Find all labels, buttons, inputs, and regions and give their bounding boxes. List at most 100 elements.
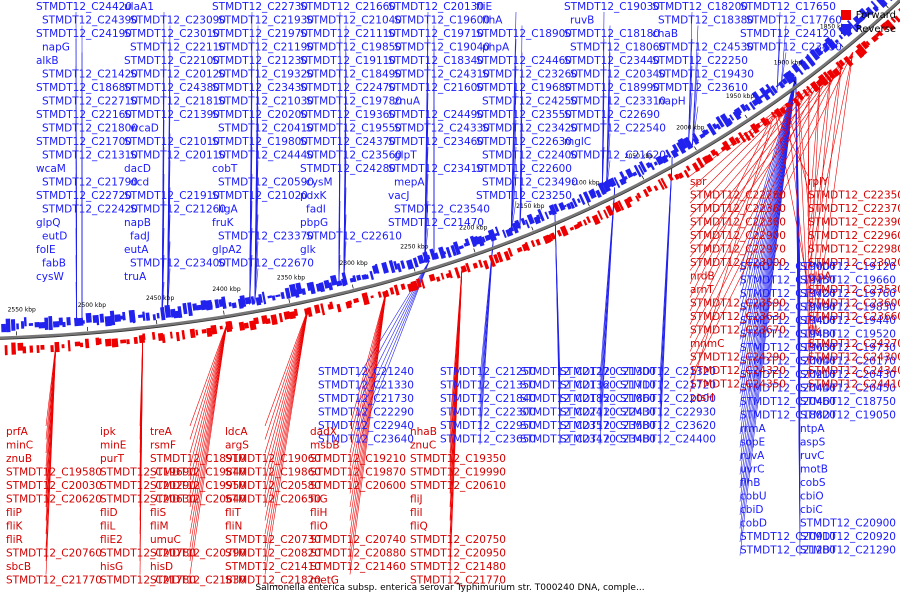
- forward-gene: [22, 346, 27, 354]
- reverse-gene: [865, 6, 874, 16]
- forward-gene: [516, 246, 523, 253]
- gene-label: STMDT12_C18900: [476, 28, 572, 40]
- gene-label: STMDT12_C20790: [150, 548, 246, 560]
- label-connector: [739, 76, 797, 381]
- gene-label: STMDT12_C21790: [42, 177, 138, 189]
- gene-label: STMDT12_C22540: [570, 123, 666, 135]
- gene-label: STMDT12_C21600: [388, 82, 484, 94]
- label-connector: [688, 65, 693, 148]
- label-connector: [774, 111, 809, 285]
- forward-gene: [67, 340, 71, 352]
- gene-label: STMDT12_C22110: [130, 42, 226, 54]
- forward-gene: [336, 303, 342, 313]
- gene-label: STMDT12_C20610: [410, 480, 506, 492]
- gene-label: STMDT12_C23530: [808, 284, 900, 296]
- label-connector: [264, 309, 309, 548]
- tick-label: 2150 kbp: [516, 203, 544, 210]
- forward-gene: [347, 300, 353, 306]
- gene-label: STMDT12_C22630: [476, 136, 572, 148]
- reverse-gene: [472, 235, 480, 246]
- gene-label: STMDT12_C19630: [740, 342, 836, 354]
- reverse-gene: [511, 222, 519, 234]
- tick-label: 2450 kbp: [146, 295, 174, 302]
- reverse-gene: [544, 211, 550, 220]
- label-connector: [349, 290, 387, 440]
- reverse-gene: [814, 46, 824, 57]
- reverse-gene: [706, 122, 717, 136]
- reverse-gene: [464, 238, 471, 247]
- reverse-gene: [5, 318, 11, 333]
- label-connector: [264, 309, 309, 440]
- gene-label: STMDT12_C18910: [150, 453, 246, 465]
- reverse-gene: [597, 182, 607, 196]
- gene-label: STMDT12_C21480: [410, 561, 506, 573]
- reverse-gene: [508, 226, 515, 233]
- gene-label: STMDT12_C19480: [740, 329, 836, 341]
- forward-gene: [547, 234, 553, 242]
- label-connector: [692, 52, 699, 146]
- forward-gene: [253, 317, 260, 325]
- gene-label: STMDT12_C21810: [130, 96, 226, 108]
- gene-label: STMDT12_C22360: [690, 203, 786, 215]
- forward-gene: [29, 345, 34, 353]
- gene-label: STMDT12_C18750: [800, 396, 896, 408]
- gene-label: STMDT12_C21730: [318, 393, 414, 405]
- gene-label: glpQ: [36, 217, 61, 229]
- forward-gene: [871, 34, 879, 43]
- reverse-gene: [715, 116, 725, 128]
- gene-label: eutD: [42, 231, 67, 243]
- label-connector: [739, 76, 797, 313]
- reverse-gene: [804, 54, 816, 67]
- reverse-gene: [793, 62, 804, 76]
- reverse-gene: [445, 246, 452, 258]
- gene-label: dadX: [310, 426, 337, 438]
- forward-gene: [496, 251, 504, 263]
- reverse-gene: [34, 321, 40, 328]
- reverse-gene: [623, 175, 628, 181]
- label-connector: [264, 309, 309, 454]
- forward-gene: [189, 328, 196, 339]
- gene-label: dcd: [130, 177, 149, 189]
- gene-label: STMDT12_C21660: [300, 1, 396, 13]
- gene-label: fliM: [150, 521, 169, 533]
- forward-gene: [460, 265, 468, 273]
- gene-label: STMDT12_C23460: [388, 136, 484, 148]
- reverse-gene: [192, 303, 198, 311]
- reverse-gene: [369, 270, 375, 281]
- gene-label: rrmA: [740, 423, 766, 435]
- forward-gene: [524, 241, 531, 251]
- gene-label: STMDT12_C19760: [800, 288, 896, 300]
- gene-label: STMDT12_C21310: [42, 150, 138, 162]
- tick-label: 2500 kbp: [78, 302, 106, 309]
- gene-label: fliK: [6, 521, 24, 533]
- forward-gene: [760, 117, 769, 127]
- gene-label: STMDT12_C23400: [130, 258, 226, 270]
- label-connector: [599, 187, 616, 445]
- label-connector: [264, 309, 309, 535]
- forward-gene: [542, 234, 552, 245]
- gene-label: STMDT12_C24250: [482, 96, 578, 108]
- label-connector: [510, 173, 517, 233]
- forward-gene: [642, 188, 650, 198]
- gene-label: STMDT12_C21720: [620, 380, 716, 392]
- reverse-gene: [28, 323, 34, 327]
- gene-label: STMDT12_C20120: [130, 69, 226, 81]
- gene-label: STMDT12_C19790: [740, 302, 836, 314]
- gene-label: STMDT12_C19350: [410, 453, 506, 465]
- gene-label: hisG: [100, 561, 123, 573]
- gene-label: argS: [225, 440, 249, 452]
- forward-gene: [750, 123, 760, 134]
- gene-label: dacD: [124, 163, 151, 175]
- reverse-gene: [872, 5, 879, 13]
- gene-label: STMDT12_C24120: [740, 28, 836, 40]
- gene-label: STMDT12_C19520: [800, 329, 896, 341]
- reverse-gene: [23, 317, 27, 327]
- reverse-gene: [782, 71, 794, 85]
- gene-label: napH: [658, 96, 686, 108]
- gene-label: folE: [36, 244, 56, 256]
- forward-gene: [617, 200, 625, 211]
- gene-label: STMDT12_C23660: [808, 311, 900, 323]
- label-connector: [807, 69, 832, 244]
- gene-label: pdxK: [300, 190, 328, 202]
- reverse-gene: [308, 281, 316, 295]
